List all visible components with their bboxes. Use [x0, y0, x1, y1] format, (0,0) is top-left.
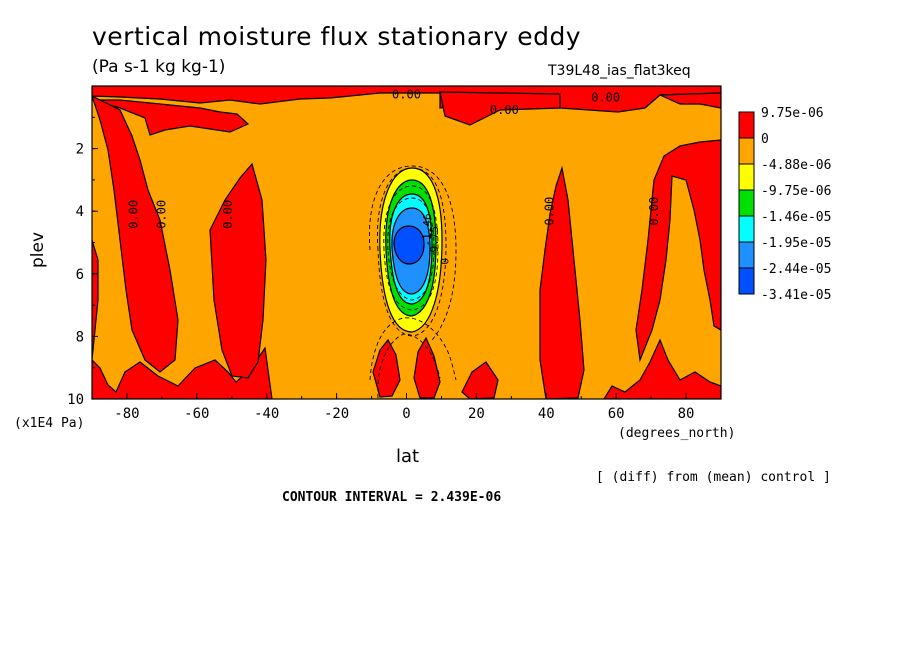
colorbar-label: -4.88e-06 — [761, 158, 831, 173]
y-tick-label: 8 — [76, 329, 84, 345]
colorbar-label: -2.44e-05 — [761, 262, 831, 277]
bubble-contour-label: 0 — [438, 258, 451, 265]
x-tick-label: -80 — [114, 406, 139, 422]
y-ticks: 2 4 6 8 10 — [67, 116, 98, 408]
colorbar-swatch — [738, 111, 755, 139]
colorbar-swatch — [738, 137, 755, 165]
x-axis-label: lat — [396, 446, 420, 467]
positive-region-bottom-center-right — [413, 336, 441, 399]
colorbar-label: -3.41e-05 — [761, 288, 831, 303]
positive-region-far-left — [92, 95, 179, 373]
colorbar-label: -9.75e-06 — [761, 184, 831, 199]
colorbar: 9.75e-06 0 -4.88e-06 -9.75e-06 -1.46e-05 -1.9… — [738, 106, 831, 303]
positive-region-far-right-top — [659, 92, 721, 109]
contour-label: 0.00 — [126, 200, 140, 229]
colorbar-label: 0 — [761, 132, 769, 147]
colorbar-label: 9.75e-06 — [761, 106, 824, 121]
contour-label: 0.00 — [591, 91, 620, 105]
positive-region-right-upper — [603, 338, 721, 399]
positive-region-bottom-right-small — [461, 361, 499, 399]
y-tick-label: 6 — [76, 267, 84, 283]
contour-label: 0.00 — [154, 200, 168, 229]
diff-note: [ (diff) from (mean) control ] — [596, 470, 831, 485]
negative-bubble — [379, 167, 443, 333]
contour-label: 0.00 — [490, 103, 519, 117]
run-label: T39L48_ias_flat3keq — [548, 63, 691, 79]
colorbar-label: -1.95e-05 — [761, 236, 831, 251]
negative-contours — [368, 165, 457, 399]
contour-label: 0.00 — [221, 200, 235, 229]
contour-interval: CONTOUR INTERVAL = 2.439E-06 — [282, 490, 502, 505]
x-tick-label: -40 — [254, 406, 279, 422]
positive-region-left-edge — [92, 99, 250, 136]
colorbar-swatch — [738, 215, 755, 243]
x-tick-label: 60 — [608, 406, 625, 422]
colorbar-swatch — [738, 163, 755, 191]
y-tick-label: 4 — [76, 204, 84, 220]
x-tick-label: 20 — [468, 406, 485, 422]
contour-label: 0.00 — [392, 88, 421, 102]
x-tick-label: 40 — [538, 406, 555, 422]
positive-region-top — [92, 86, 721, 113]
bubble-contour-label: -9.75 — [428, 226, 441, 259]
chart-units: (Pa s-1 kg kg-1) — [92, 57, 226, 77]
y-axis-units: (x1E4 Pa) — [14, 416, 85, 431]
positive-region-right-column — [539, 165, 585, 399]
colorbar-label: -1.46e-05 — [761, 210, 831, 225]
x-tick-label: -60 — [184, 406, 209, 422]
y-tick-label: 2 — [76, 142, 84, 158]
contour-label: 0.00 — [542, 197, 556, 226]
x-axis-units: (degrees_north) — [618, 426, 736, 441]
x-tick-label: 0 — [402, 406, 410, 422]
positive-region-left-column — [209, 162, 267, 379]
positive-region-left-edge-strip — [92, 239, 99, 361]
colorbar-swatch — [738, 241, 755, 269]
positive-region-top-right — [439, 91, 561, 126]
y-tick-label: 10 — [67, 392, 84, 408]
colorbar-swatch — [738, 267, 755, 295]
x-ticks: -80 -60 -40 -20 0 20 40 60 80 — [91, 393, 722, 422]
contour-label: 0.00 — [647, 197, 661, 226]
bubble-contour-label: -1.46 — [421, 213, 434, 246]
positive-region-bottom-center-left — [372, 338, 401, 398]
chart-title: vertical moisture flux stationary eddy — [92, 22, 582, 51]
contour-labels: 0.00 0.00 0.00 0.00 0.00 0.00 0.00 0.00 -1.46-9.… — [126, 88, 661, 265]
positive-region-right-edge — [635, 139, 721, 363]
x-tick-label: 80 — [678, 406, 695, 422]
colorbar-swatch — [738, 189, 755, 217]
x-tick-label: -20 — [324, 406, 349, 422]
